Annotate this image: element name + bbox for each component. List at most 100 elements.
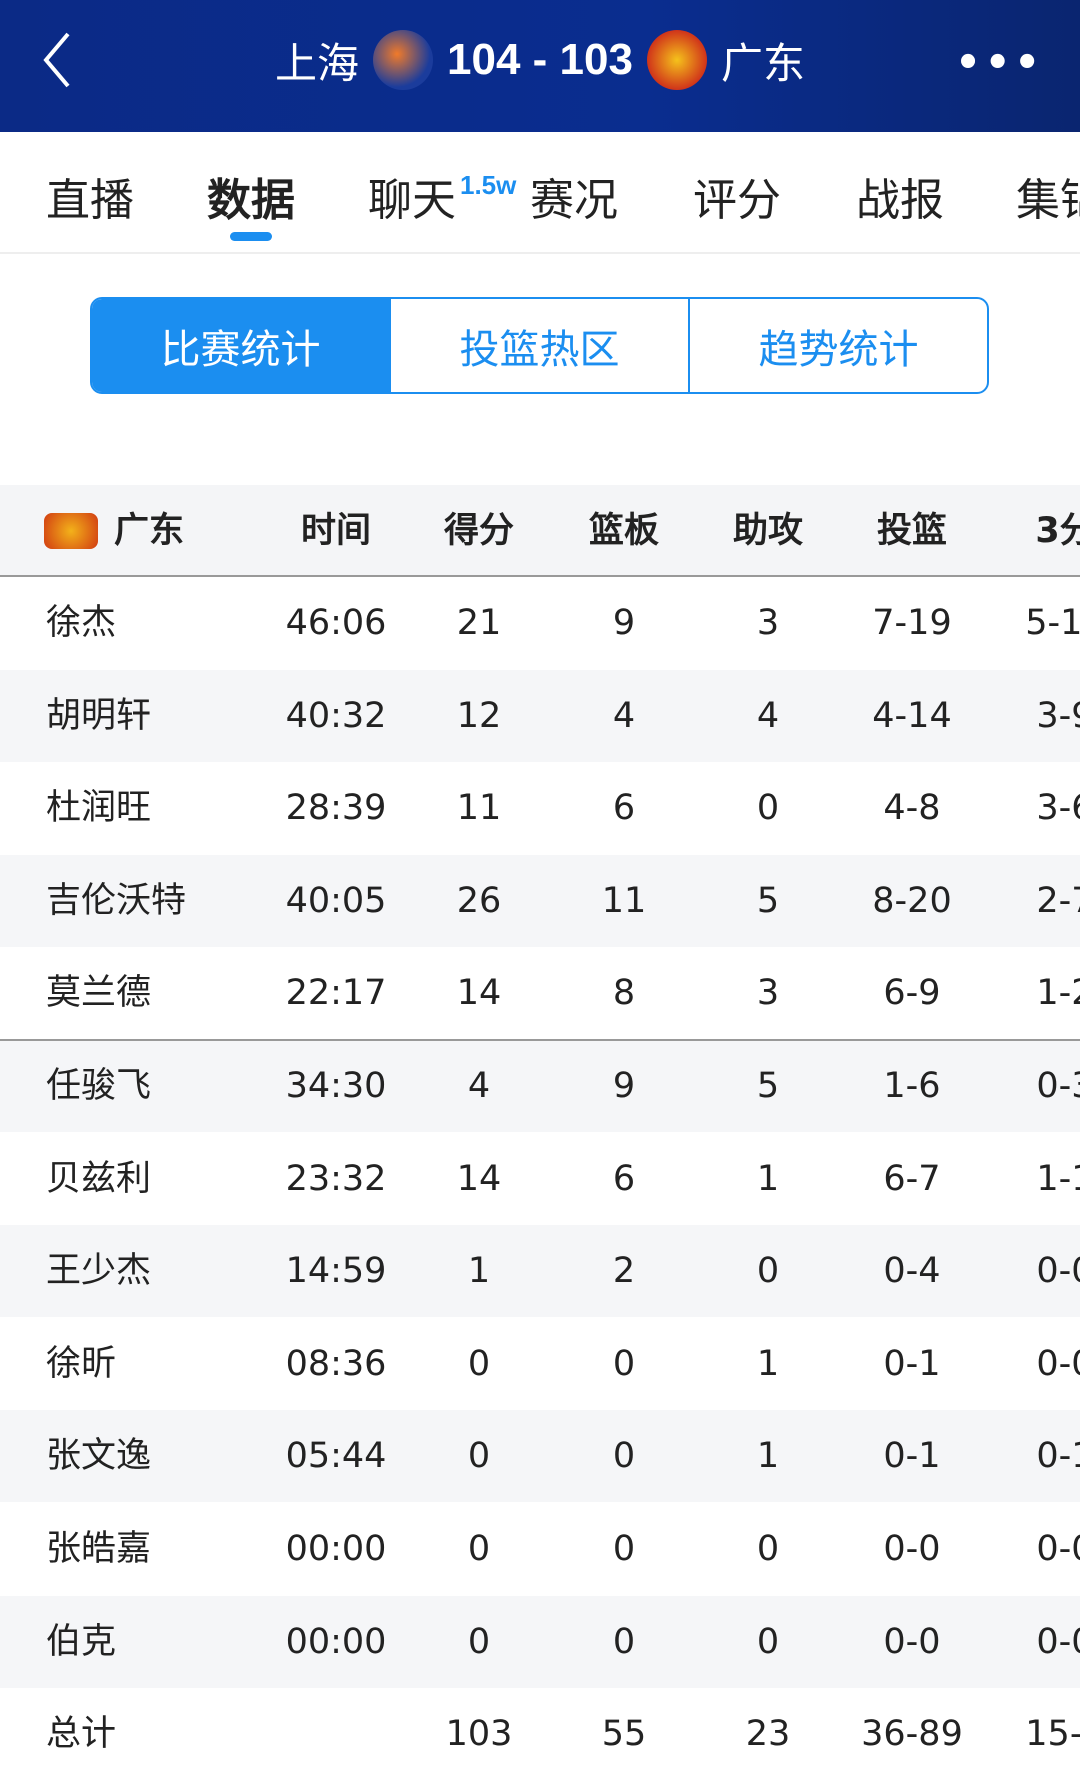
assists: 3 <box>756 603 780 643</box>
rebounds: 0 <box>612 1343 636 1384</box>
col-3pt[interactable]: 3分 <box>1035 511 1080 551</box>
minutes: 40:05 <box>285 880 387 921</box>
table-row[interactable]: 莫兰德 22:17 14 8 3 6-9 1-2 <box>0 947 1080 1039</box>
table-row[interactable]: 徐昕 08:36 0 0 1 0-1 0-0 <box>0 1318 1080 1410</box>
rebounds: 55 <box>601 1714 647 1755</box>
col-time[interactable]: 时间 <box>300 511 371 551</box>
score: 104 - 103 <box>447 35 633 84</box>
back-icon[interactable] <box>38 30 78 90</box>
field-goals: 0-0 <box>883 1621 941 1662</box>
points: 12 <box>456 695 502 736</box>
total-row[interactable]: 总计 103 55 23 36-89 15-3 <box>0 1688 1080 1780</box>
rebounds: 9 <box>612 603 636 643</box>
three-pointers: 5-10 <box>1025 603 1080 643</box>
assists: 5 <box>756 880 780 921</box>
field-goals: 7-19 <box>872 603 952 643</box>
tab-data[interactable]: 数据 <box>207 175 295 226</box>
table-row[interactable]: 伯克 00:00 0 0 0 0-0 0-0 <box>0 1595 1080 1688</box>
guangdong-tigers-logo <box>646 30 707 90</box>
three-pointers: 0-1 <box>1036 1436 1080 1477</box>
minutes: 23:32 <box>285 1158 387 1199</box>
player-name: 胡明轩 <box>46 695 152 736</box>
tab-ratings[interactable]: 评分 <box>693 175 781 226</box>
table-header: 广东 时间 得分 篮板 助攻 投篮 3分 <box>0 485 1080 577</box>
shanghai-sharks-logo <box>373 30 434 90</box>
assists: 0 <box>756 1251 780 1292</box>
assists: 4 <box>756 695 780 736</box>
table-row[interactable]: 杜润旺 28:39 11 6 0 4-8 3-6 <box>0 762 1080 854</box>
three-pointers: 0-0 <box>1036 1529 1080 1569</box>
rebounds: 8 <box>612 973 636 1014</box>
away-team-name: 广东 <box>720 38 805 88</box>
col-fg[interactable]: 投篮 <box>876 511 947 551</box>
segment-match-stats[interactable]: 比赛统计 <box>92 299 389 392</box>
rebounds: 4 <box>612 695 636 736</box>
segment-trend-stats[interactable]: 趋势统计 <box>688 299 987 392</box>
points: 4 <box>467 1066 491 1106</box>
scoreboard: 上海 104 - 103 广东 <box>0 30 1080 90</box>
table-row[interactable]: 王少杰 14:59 1 2 0 0-4 0-0 <box>0 1225 1080 1318</box>
field-goals: 4-14 <box>872 695 952 736</box>
segment-shot-chart[interactable]: 投篮热区 <box>389 299 688 392</box>
three-pointers: 0-0 <box>1036 1343 1080 1384</box>
table-row[interactable]: 吉伦沃特 40:05 26 11 5 8-20 2-7 <box>0 854 1080 947</box>
minutes: 14:59 <box>285 1251 387 1292</box>
minutes: 34:30 <box>285 1066 387 1106</box>
points: 11 <box>456 788 502 829</box>
player-name: 总计 <box>46 1714 117 1755</box>
field-goals: 0-1 <box>883 1343 941 1384</box>
minutes: 00:00 <box>285 1621 387 1662</box>
points: 26 <box>456 880 502 921</box>
field-goals: 0-4 <box>883 1251 941 1292</box>
player-name: 莫兰德 <box>46 973 152 1014</box>
tab-bar: 直播 数据 聊天 1.5w 赛况 评分 战报 集锦 <box>0 132 1080 254</box>
minutes: 22:17 <box>285 973 387 1014</box>
three-pointers: 1-2 <box>1036 973 1080 1014</box>
col-rebounds[interactable]: 篮板 <box>588 511 659 551</box>
three-pointers: 1-1 <box>1036 1158 1080 1199</box>
minutes: 05:44 <box>285 1436 387 1477</box>
three-pointers: 3-6 <box>1036 788 1080 829</box>
three-pointers: 0-0 <box>1036 1621 1080 1662</box>
table-row[interactable]: 胡明轩 40:32 12 4 4 4-14 3-9 <box>0 669 1080 762</box>
col-points[interactable]: 得分 <box>443 511 514 551</box>
assists: 1 <box>756 1158 780 1199</box>
chat-count-badge: 1.5w <box>460 170 517 200</box>
more-icon[interactable]: ••• <box>955 40 1044 86</box>
field-goals: 0-0 <box>883 1529 941 1569</box>
player-name: 贝兹利 <box>46 1158 152 1199</box>
player-name: 徐杰 <box>46 603 117 643</box>
tab-live[interactable]: 直播 <box>46 175 134 226</box>
minutes: 40:32 <box>285 695 387 736</box>
table-row[interactable]: 徐杰 46:06 21 9 3 7-19 5-10 <box>0 577 1080 669</box>
player-name: 任骏飞 <box>46 1066 152 1106</box>
assists: 0 <box>756 788 780 829</box>
three-pointers: 2-7 <box>1036 880 1080 921</box>
home-team-name: 上海 <box>275 38 360 88</box>
table-row[interactable]: 张皓嘉 00:00 0 0 0 0-0 0-0 <box>0 1503 1080 1595</box>
team-name: 广东 <box>114 511 185 551</box>
match-header: 上海 104 - 103 广东 ••• <box>0 0 1080 132</box>
field-goals: 8-20 <box>872 880 952 921</box>
three-pointers: 0-3 <box>1036 1066 1080 1106</box>
points: 14 <box>456 1158 502 1199</box>
table-row[interactable]: 任骏飞 34:30 4 9 5 1-6 0-3 <box>0 1040 1080 1132</box>
table-row[interactable]: 贝兹利 23:32 14 6 1 6-7 1-1 <box>0 1133 1080 1225</box>
rebounds: 2 <box>612 1251 636 1292</box>
tab-match-status[interactable]: 赛况 <box>530 175 618 226</box>
points: 0 <box>467 1436 491 1477</box>
points: 103 <box>445 1714 513 1755</box>
three-pointers: 15-3 <box>1025 1714 1080 1755</box>
table-row[interactable]: 张文逸 05:44 0 0 1 0-1 0-1 <box>0 1410 1080 1503</box>
tab-chat[interactable]: 聊天 <box>368 175 456 226</box>
col-assists[interactable]: 助攻 <box>732 511 803 551</box>
player-name: 杜润旺 <box>46 788 152 829</box>
three-pointers: 3-9 <box>1036 695 1080 736</box>
assists: 23 <box>745 1714 791 1755</box>
field-goals: 1-6 <box>883 1066 941 1106</box>
starters-divider <box>0 1039 1080 1041</box>
assists: 5 <box>756 1066 780 1106</box>
assists: 0 <box>756 1529 780 1569</box>
tab-highlights[interactable]: 集锦 <box>1016 175 1080 226</box>
tab-report[interactable]: 战报 <box>856 175 944 226</box>
